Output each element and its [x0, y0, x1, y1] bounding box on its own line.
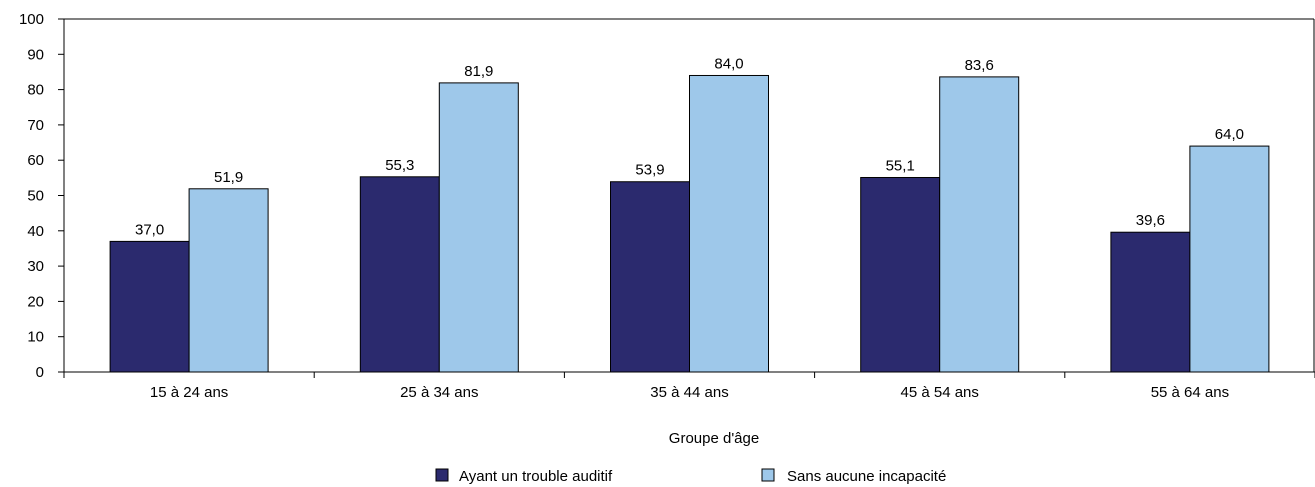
bar-value-label: 37,0: [135, 221, 164, 238]
y-tick-label: 80: [27, 82, 44, 99]
plot-frame: [64, 18, 1315, 372]
x-tick-label: 15 à 24 ans: [150, 384, 228, 401]
y-tick-label: 30: [27, 258, 44, 275]
bar-hearing: [1110, 231, 1191, 373]
bar-value-label: 39,6: [1136, 212, 1165, 229]
value-labels: 37,0 51,9 55,3 81,9 53,9 84,0 55,1 83,6 39,6 64,0: [135, 55, 1244, 238]
legend-label: Ayant un trouble auditif: [459, 468, 613, 485]
bar-no-disability: [188, 188, 269, 373]
y-tick-label: 10: [27, 329, 44, 346]
x-axis-title: Groupe d'âge: [669, 430, 759, 447]
bar-hearing: [359, 176, 440, 373]
bar-hearing: [860, 176, 941, 373]
x-tick-label: 35 à 44 ans: [650, 384, 728, 401]
bar-no-disability: [939, 76, 1020, 373]
x-tick-label: 55 à 64 ans: [1151, 384, 1229, 401]
legend-label: Sans aucune incapacité: [787, 468, 946, 485]
bar-value-label: 55,1: [886, 157, 915, 174]
bar-hearing: [109, 240, 190, 373]
y-axis: 0 10 20 30 40 50 60 70 80 90 100: [19, 11, 65, 381]
x-tick-label: 25 à 34 ans: [400, 384, 478, 401]
bar-value-label: 83,6: [965, 57, 994, 74]
y-tick-label: 90: [27, 46, 44, 63]
legend-swatch: [761, 468, 775, 482]
y-tick-label: 100: [19, 11, 44, 28]
bar-value-label: 81,9: [464, 63, 493, 80]
bar-value-label: 51,9: [214, 169, 243, 186]
legend: Ayant un trouble auditif Sans aucune inca…: [435, 468, 946, 485]
bar-no-disability: [438, 82, 519, 373]
x-tick-label: 45 à 54 ans: [900, 384, 978, 401]
legend-swatch: [435, 468, 449, 482]
bar-no-disability: [1189, 145, 1270, 373]
x-axis: 15 à 24 ans 25 à 34 ans 35 à 44 ans 45 à 54…: [58, 371, 1315, 401]
y-tick-label: 40: [27, 223, 44, 240]
y-tick-label: 60: [27, 152, 44, 169]
bar-value-label: 53,9: [635, 162, 664, 179]
bar-value-label: 84,0: [714, 55, 743, 72]
bar-value-label: 64,0: [1215, 126, 1244, 143]
bar-no-disability: [689, 74, 769, 373]
bar-hearing: [610, 181, 690, 373]
y-tick-label: 0: [36, 364, 44, 381]
y-tick-label: 70: [27, 117, 44, 134]
y-tick-label: 50: [27, 188, 44, 205]
y-tick-label: 20: [27, 293, 44, 310]
bars: [109, 74, 1270, 373]
bar-value-label: 55,3: [385, 157, 414, 174]
